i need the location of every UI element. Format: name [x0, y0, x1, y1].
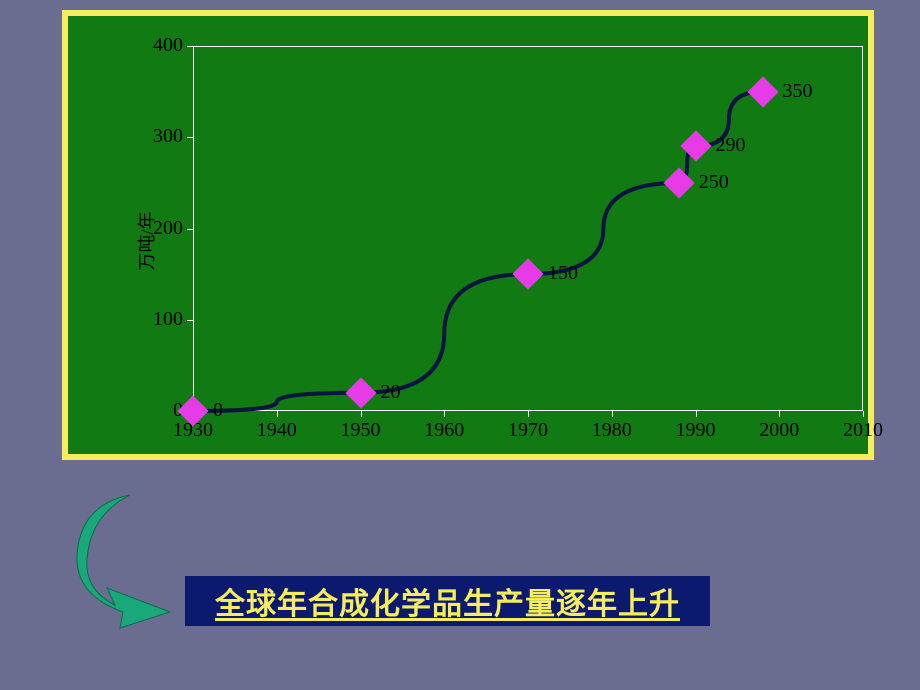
- x-tick-label: 1950: [331, 419, 391, 442]
- y-tick-label: 200: [133, 217, 183, 240]
- x-tick-label: 1960: [414, 419, 474, 442]
- data-label: 350: [783, 80, 813, 103]
- x-tick: [361, 411, 362, 417]
- data-label: 20: [381, 381, 401, 404]
- x-tick: [779, 411, 780, 417]
- x-tick-label: 1940: [247, 419, 307, 442]
- x-tick: [863, 411, 864, 417]
- y-tick: [187, 137, 193, 138]
- y-tick-label: 400: [133, 34, 183, 57]
- data-label: 290: [716, 134, 746, 157]
- data-label: 150: [548, 262, 578, 285]
- x-tick-label: 1990: [666, 419, 726, 442]
- y-tick: [187, 229, 193, 230]
- x-tick-label: 2010: [833, 419, 893, 442]
- y-tick: [187, 320, 193, 321]
- x-tick: [444, 411, 445, 417]
- x-tick: [612, 411, 613, 417]
- y-tick: [187, 46, 193, 47]
- x-tick: [696, 411, 697, 417]
- chart-frame: 万吨/年 01002003004001930194019501960197019…: [62, 10, 874, 460]
- x-tick: [277, 411, 278, 417]
- x-tick-label: 2000: [749, 419, 809, 442]
- x-tick: [528, 411, 529, 417]
- data-label: 0: [213, 399, 223, 422]
- x-tick-label: 1980: [582, 419, 642, 442]
- caption-text: 全球年合成化学品生产量逐年上升: [215, 579, 680, 623]
- x-tick-label: 1970: [498, 419, 558, 442]
- y-tick-label: 300: [133, 125, 183, 148]
- y-tick-label: 100: [133, 308, 183, 331]
- data-label: 250: [699, 171, 729, 194]
- caption-box: 全球年合成化学品生产量逐年上升: [185, 576, 710, 626]
